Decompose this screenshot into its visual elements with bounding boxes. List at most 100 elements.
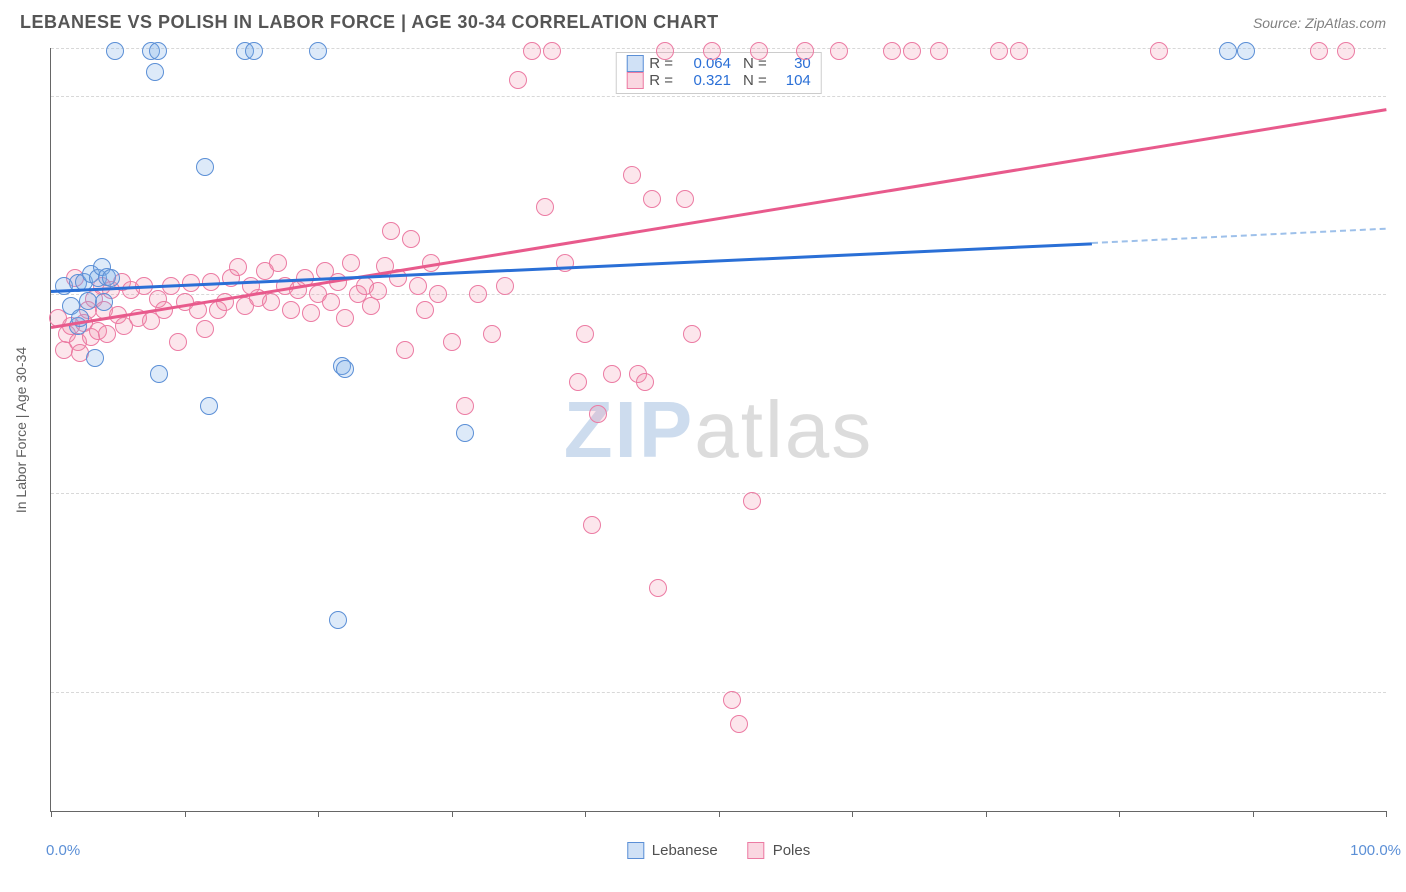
lebanese-point [309,42,327,60]
chart-title: LEBANESE VS POLISH IN LABOR FORCE | AGE … [20,12,719,33]
x-tick [719,811,720,817]
poles-point [483,325,501,343]
lebanese-point [456,424,474,442]
watermark-zip: ZIP [564,385,694,474]
x-tick [452,811,453,817]
legend-label: Lebanese [652,842,718,859]
poles-point [723,691,741,709]
watermark: ZIPatlas [564,384,873,476]
legend-row: R =0.321N =104 [626,72,811,89]
poles-point [416,301,434,319]
poles-point [796,42,814,60]
poles-point [523,42,541,60]
legend-swatch [626,72,643,89]
x-tick [986,811,987,817]
poles-point [269,254,287,272]
legend-swatch [626,55,643,72]
lebanese-point [86,349,104,367]
poles-point [536,198,554,216]
poles-point [409,277,427,295]
scatter-chart: In Labor Force | Age 30-34 ZIPatlas R =0… [50,48,1386,812]
poles-point [636,373,654,391]
poles-point [1310,42,1328,60]
poles-point [336,309,354,327]
poles-point [569,373,587,391]
poles-point [369,282,387,300]
legend-series: Lebanese Poles [627,842,810,859]
lebanese-point [329,611,347,629]
poles-point [429,285,447,303]
x-tick [852,811,853,817]
poles-point [583,516,601,534]
poles-point [98,325,116,343]
poles-point [703,42,721,60]
lebanese-point [102,269,120,287]
y-tick-label: 87.5% [1396,286,1406,302]
legend-row: R =0.064N =30 [626,55,811,72]
poles-point [342,254,360,272]
lebanese-point [336,360,354,378]
x-tick [1253,811,1254,817]
source-attribution: Source: ZipAtlas.com [1253,15,1386,31]
x-tick [1119,811,1120,817]
poles-point [196,320,214,338]
poles-point [730,715,748,733]
poles-point [169,333,187,351]
x-tick [185,811,186,817]
poles-point [883,42,901,60]
gridline [51,96,1386,97]
x-tick [318,811,319,817]
poles-point [469,285,487,303]
poles-point [676,190,694,208]
lebanese-point [149,42,167,60]
lebanese-point [146,63,164,81]
y-axis-title: In Labor Force | Age 30-34 [13,346,29,512]
poles-point [402,230,420,248]
poles-point [930,42,948,60]
gridline [51,493,1386,494]
legend-swatch [627,842,644,859]
poles-point [229,258,247,276]
poles-point [262,293,280,311]
poles-point [589,405,607,423]
poles-point [1010,42,1028,60]
lebanese-point [1237,42,1255,60]
x-tick [585,811,586,817]
poles-point [643,190,661,208]
x-axis-min-label: 0.0% [46,842,80,859]
gridline [51,692,1386,693]
poles-point [543,42,561,60]
lebanese-point [200,397,218,415]
poles-point [302,304,320,322]
poles-point [743,492,761,510]
lebanese-point [95,293,113,311]
poles-point [683,325,701,343]
lebanese-trendline [51,242,1092,292]
poles-point [830,42,848,60]
x-axis-max-label: 100.0% [1350,842,1401,859]
poles-point [576,325,594,343]
poles-point [282,301,300,319]
lebanese-point [106,42,124,60]
poles-point [322,293,340,311]
poles-point [509,71,527,89]
poles-point [990,42,1008,60]
y-tick-label: 62.5% [1396,684,1406,700]
poles-point [1150,42,1168,60]
watermark-atlas: atlas [694,385,873,474]
poles-trendline [51,108,1386,328]
lebanese-point [245,42,263,60]
poles-point [623,166,641,184]
poles-point [1337,42,1355,60]
lebanese-trendline-extrapolated [1092,228,1386,244]
lebanese-point [1219,42,1237,60]
legend-item: Poles [748,842,811,859]
legend-swatch [748,842,765,859]
poles-point [496,277,514,295]
legend-r-label: R = [649,72,673,89]
legend-correlation: R =0.064N =30R =0.321N =104 [615,52,822,94]
x-tick [1386,811,1387,817]
legend-n-value: 104 [773,72,811,89]
poles-point [903,42,921,60]
legend-r-value: 0.321 [679,72,731,89]
